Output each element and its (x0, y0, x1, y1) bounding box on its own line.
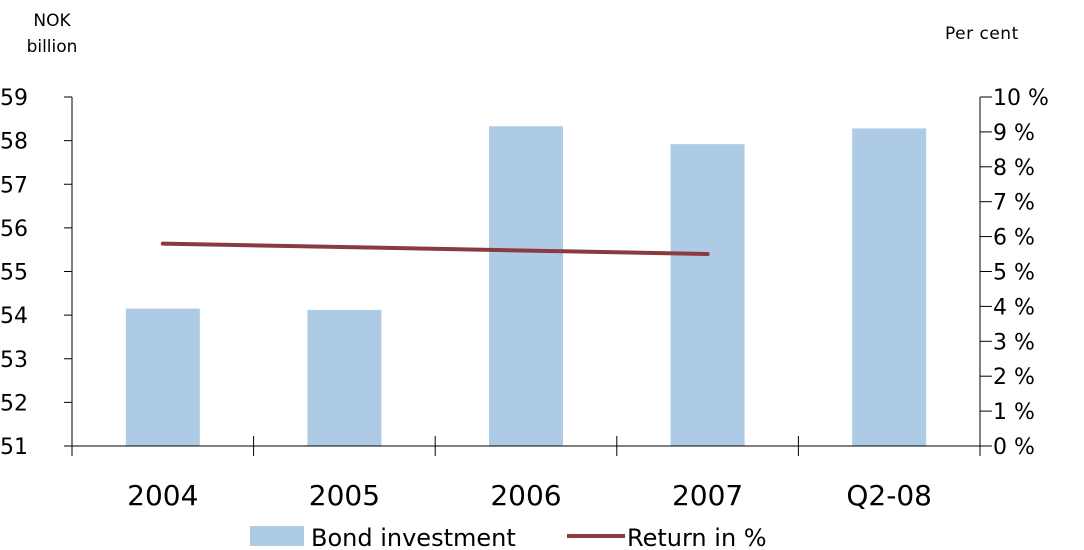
right-tick-label: 6 % (993, 226, 1035, 251)
left-tick-label: 51 (0, 435, 28, 460)
bar-2005 (307, 309, 382, 446)
right-tick-label: 1 % (993, 400, 1035, 425)
right-tick-label: 3 % (993, 330, 1035, 355)
right-axis-unit-label: Per cent (945, 24, 1019, 44)
left-tick-label: 59 (0, 86, 28, 111)
x-tick-label: 2007 (672, 479, 743, 512)
x-tick-label: 2006 (490, 479, 561, 512)
right-tick-label: 0 % (993, 435, 1035, 460)
left-tick-label: 58 (0, 130, 28, 155)
bar-2007 (670, 144, 745, 447)
bar-series-bond-investment (125, 126, 927, 447)
bar-2004 (125, 308, 200, 446)
legend-label-return: Return in % (627, 524, 767, 550)
x-tick-label: Q2-08 (846, 479, 932, 512)
right-tick-label: 7 % (993, 191, 1035, 216)
return-line (160, 241, 710, 257)
left-tick-label: 57 (0, 173, 28, 198)
right-tick-label: 9 % (993, 121, 1035, 146)
left-tick-label: 52 (0, 391, 28, 416)
right-tick-label: 8 % (993, 156, 1035, 181)
legend-swatch-bond-investment (250, 526, 304, 546)
bar-q2-08 (852, 128, 927, 446)
x-tick-label: 2004 (127, 479, 198, 512)
right-tick-label: 10 % (993, 86, 1049, 111)
right-tick-label: 5 % (993, 261, 1035, 286)
axes: 51 52 53 54 55 56 57 58 59 0 % 1 % 2 % 3 % 4 % 5 % 6 % 7… (0, 86, 1049, 512)
left-axis-unit-label: NOK billion (26, 11, 78, 57)
legend: Bond investment Return in % (250, 524, 767, 550)
bar-2006 (489, 126, 563, 446)
line-series-return (160, 241, 710, 257)
x-tick-label: 2005 (309, 479, 380, 512)
legend-label-bond-investment: Bond investment (311, 524, 516, 550)
left-tick-label: 56 (0, 217, 28, 242)
left-tick-label: 55 (0, 261, 28, 286)
left-tick-label: 54 (0, 304, 28, 329)
left-tick-label: 53 (0, 348, 28, 373)
right-tick-label: 2 % (993, 365, 1035, 390)
right-tick-label: 4 % (993, 295, 1035, 320)
